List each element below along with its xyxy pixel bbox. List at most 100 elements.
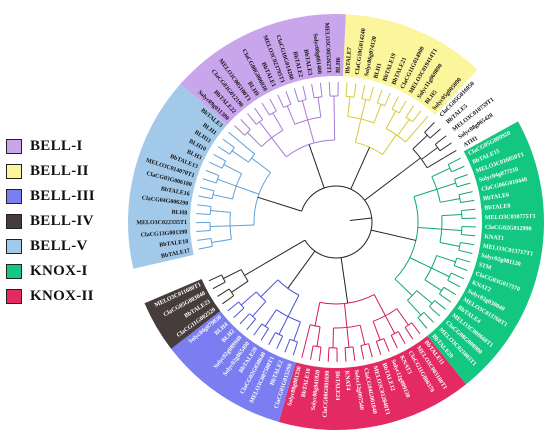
leaf-branch <box>253 323 263 336</box>
leaf-branch <box>344 347 347 362</box>
internal-branch <box>307 119 315 144</box>
internal-arc <box>417 311 425 319</box>
internal-arc <box>394 196 419 280</box>
internal-branch <box>272 112 284 131</box>
leaf-branch <box>301 344 306 358</box>
leaf-branch <box>198 245 213 250</box>
legend-item-bell-iii: BELL-III <box>4 187 124 207</box>
internal-branch <box>236 185 260 195</box>
legend-label: BELL-I <box>30 138 83 154</box>
leaf-branch <box>361 84 366 99</box>
leaf-branch <box>302 85 307 100</box>
internal-branch <box>231 280 249 293</box>
internal-arc <box>385 128 406 143</box>
internal-arc <box>345 95 355 98</box>
internal-branch <box>316 326 321 347</box>
leaf-branch <box>417 317 428 329</box>
internal-branch <box>436 182 456 190</box>
leaf-label: BbTALE8 <box>484 203 511 211</box>
internal-branch <box>343 303 348 328</box>
legend-swatch <box>6 139 22 154</box>
leaf-branch <box>451 165 465 173</box>
internal-branch <box>317 97 322 118</box>
internal-branch <box>314 302 321 327</box>
clade-sector-knox-i <box>427 121 544 385</box>
backbone-branch <box>364 172 402 201</box>
leaf-label: MELO3C022335T1 <box>136 220 187 226</box>
leaf-branch <box>240 119 251 130</box>
internal-branch <box>210 225 231 228</box>
leaf-label: BbTALE24 <box>334 371 340 400</box>
clade-sector-bell-i <box>180 13 346 125</box>
clade-sector-bell-v <box>127 83 227 269</box>
leaf-branch <box>352 346 356 361</box>
internal-arc <box>221 274 226 283</box>
internal-arc <box>253 172 272 225</box>
legend-swatch <box>6 164 22 179</box>
internal-arc <box>347 116 375 124</box>
clade-sector-knox-ii <box>278 335 467 431</box>
leaf-branch <box>439 293 452 303</box>
internal-branch <box>287 294 300 317</box>
internal-branch <box>278 316 289 335</box>
leaf-label: BbTALE3 <box>302 49 312 76</box>
legend-item-bell-v: BELL-V <box>4 237 124 257</box>
internal-branch <box>401 157 421 173</box>
leaf-branch <box>196 213 211 216</box>
legend-label: BELL-V <box>30 238 88 254</box>
root-branch <box>349 217 372 221</box>
internal-branch <box>394 278 413 296</box>
backbone-branch <box>308 144 325 189</box>
leaf-branch <box>254 107 264 120</box>
leaf-branch <box>269 98 277 112</box>
backbone-branch <box>350 146 371 190</box>
internal-branch <box>397 119 410 137</box>
leaf-branch <box>384 92 391 107</box>
internal-branch <box>210 210 231 213</box>
legend-label: KNOX-I <box>30 263 88 279</box>
leaf-label: BLH1 <box>373 63 383 80</box>
leaf-branch <box>447 279 461 288</box>
internal-branch <box>359 325 366 345</box>
clade-legend: BELL-I BELL-II BELL-III BELL-IV BELL-V K… <box>4 137 124 312</box>
leaf-branch <box>458 191 473 196</box>
internal-branch <box>405 126 420 143</box>
leaf-branch <box>293 88 299 102</box>
internal-arc <box>298 99 307 103</box>
internal-arc <box>275 332 283 337</box>
internal-branch <box>384 315 396 334</box>
leaf-label: BbTALE7 <box>345 47 353 74</box>
leaf-branch <box>458 249 473 254</box>
legend-label: BELL-IV <box>30 213 94 229</box>
legend-label: BELL-III <box>30 188 95 204</box>
root-arc <box>301 185 373 259</box>
leaf-branch <box>411 322 421 335</box>
leaf-branch <box>260 328 269 341</box>
leaf-branch <box>444 149 457 158</box>
leaf-branch <box>412 110 422 123</box>
internal-branch <box>409 257 432 269</box>
internal-arc <box>240 269 249 282</box>
leaf-label: Solyc08g041820 <box>311 370 322 411</box>
leaf-branch <box>247 113 257 125</box>
leaf-branch <box>404 327 414 340</box>
internal-branch <box>230 224 255 227</box>
internal-branch <box>212 194 233 200</box>
leaf-branch <box>197 238 212 241</box>
leaf-branch <box>277 94 284 108</box>
leaf-branch <box>268 332 276 346</box>
clade-sectors <box>127 13 544 431</box>
internal-branch <box>247 132 262 147</box>
internal-arc <box>255 291 267 302</box>
internal-branch <box>231 150 249 163</box>
leaf-branch <box>208 274 222 282</box>
leaf-branch <box>318 347 322 362</box>
internal-branch <box>223 164 242 175</box>
leaf-branch <box>228 131 240 142</box>
leaf-label: ClaCG02G012990 <box>485 225 532 233</box>
legend-swatch <box>6 189 22 204</box>
leaf-branch <box>447 157 461 166</box>
leaf-branch <box>311 84 315 99</box>
leaf-branch <box>439 142 452 152</box>
internal-branch <box>416 290 433 304</box>
